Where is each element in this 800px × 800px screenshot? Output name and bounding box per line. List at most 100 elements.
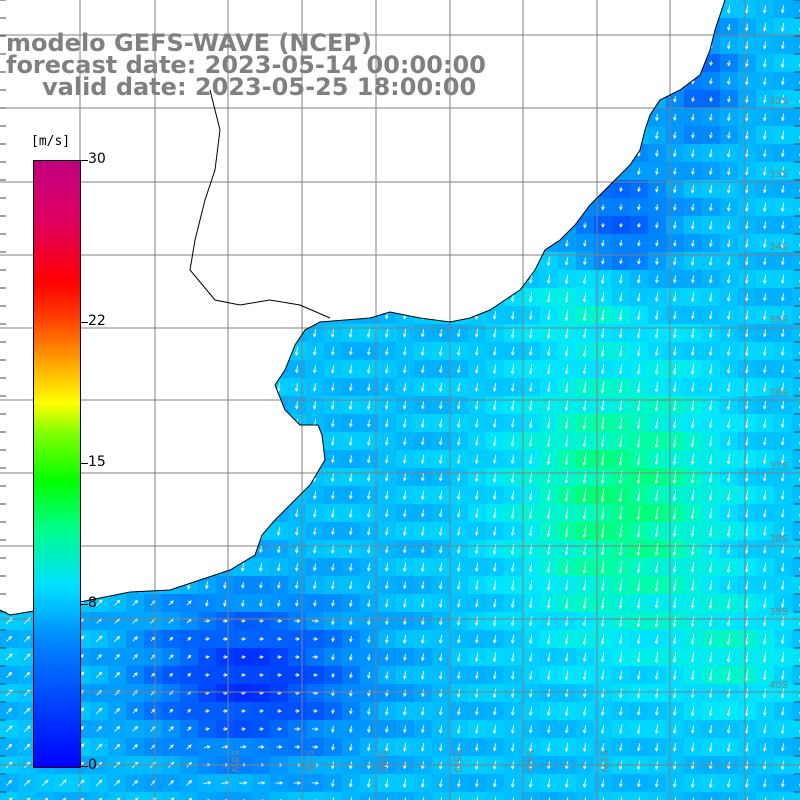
- wind-cell: [234, 198, 253, 217]
- wind-arrow: [25, 347, 29, 356]
- wind-arrow: [709, 96, 713, 103]
- wind-arrow: [294, 5, 299, 14]
- wind-arrow: [115, 473, 119, 482]
- wind-cell: [198, 144, 217, 163]
- wind-cell: [0, 576, 19, 595]
- wind-arrow: [619, 240, 623, 247]
- wind-arrow: [222, 455, 227, 464]
- wind-arrow: [510, 220, 515, 230]
- wind-arrow: [727, 96, 731, 103]
- wind-cell: [486, 162, 505, 181]
- wind-arrow: [600, 615, 605, 627]
- wind-arrow: [240, 148, 245, 159]
- wind-cell: [0, 414, 19, 433]
- wind-cell: [198, 468, 217, 487]
- wind-arrow: [258, 257, 263, 266]
- wind-arrow: [582, 292, 587, 303]
- wind-arrow: [114, 130, 119, 140]
- wind-arrow: [708, 742, 713, 753]
- wind-cell: [576, 198, 595, 217]
- wind-arrow: [672, 778, 677, 788]
- wind-arrow: [169, 563, 173, 572]
- wind-arrow: [528, 652, 533, 663]
- wind-arrow: [348, 581, 353, 590]
- wind-arrow: [582, 452, 587, 467]
- wind-arrow: [384, 778, 389, 789]
- wind-arrow: [331, 779, 335, 788]
- wind-cell: [126, 468, 145, 487]
- wind-arrow: [708, 489, 713, 502]
- wind-cell: [468, 234, 487, 253]
- wind-arrow: [708, 525, 713, 538]
- wind-arrow: [402, 347, 407, 356]
- wind-cell: [108, 216, 127, 235]
- wind-arrow: [186, 148, 191, 158]
- wind-arrow: [565, 239, 569, 248]
- wind-arrow: [367, 347, 371, 356]
- wind-arrow: [492, 292, 497, 303]
- wind-arrow: [132, 636, 138, 642]
- wind-cell: [252, 396, 271, 415]
- wind-arrow: [709, 239, 713, 248]
- wind-arrow: [618, 452, 623, 467]
- wind-arrow: [564, 453, 569, 466]
- wind-arrow: [132, 509, 137, 518]
- wind-arrow: [600, 345, 605, 358]
- wind-arrow: [222, 527, 227, 536]
- wind-arrow: [636, 310, 641, 321]
- wind-arrow: [330, 328, 335, 338]
- wind-arrow: [600, 488, 605, 503]
- wind-arrow: [547, 239, 551, 248]
- wind-arrow: [312, 709, 318, 713]
- wind-arrow: [24, 113, 29, 122]
- wind-arrow: [311, 619, 320, 623]
- wind-arrow: [708, 328, 713, 339]
- wind-arrow: [7, 455, 11, 464]
- wind-arrow: [726, 400, 731, 411]
- wind-cell: [306, 216, 325, 235]
- wind-cell: [324, 234, 343, 253]
- wind-arrow: [169, 455, 173, 464]
- wind-arrow: [546, 634, 551, 645]
- wind-cell: [576, 36, 595, 55]
- wind-cell: [450, 108, 469, 127]
- wind-cell: [540, 108, 559, 127]
- wind-cell: [162, 432, 181, 451]
- wind-arrow: [528, 454, 533, 465]
- wind-arrow: [510, 471, 515, 484]
- wind-arrow: [240, 401, 245, 410]
- wind-arrow: [258, 745, 265, 749]
- wind-arrow: [276, 637, 283, 641]
- wind-arrow: [601, 222, 605, 228]
- wind-cell: [162, 396, 181, 415]
- wind-cell: [180, 144, 199, 163]
- wind-arrow: [780, 418, 785, 429]
- wind-cell: [576, 162, 595, 181]
- wind-cell: [486, 0, 505, 19]
- wind-arrow: [420, 131, 425, 140]
- wind-arrow: [456, 454, 461, 465]
- wind-arrow: [564, 670, 569, 681]
- wind-cell: [774, 792, 793, 800]
- wind-cell: [126, 450, 145, 469]
- wind-arrow: [349, 563, 353, 572]
- wind-arrow: [240, 275, 245, 284]
- wind-arrow: [708, 616, 713, 627]
- wind-arrow: [114, 149, 119, 158]
- wind-arrow: [151, 563, 155, 572]
- wind-arrow: [115, 185, 119, 194]
- wind-cell: [396, 792, 415, 800]
- wind-cell: [378, 0, 397, 19]
- wind-arrow: [546, 364, 551, 375]
- wind-arrow: [95, 779, 103, 787]
- wind-arrow: [672, 346, 677, 357]
- wind-arrow: [97, 509, 101, 518]
- wind-arrow: [619, 222, 623, 228]
- wind-cell: [306, 234, 325, 253]
- wind-arrow: [655, 186, 659, 193]
- wind-arrow: [150, 472, 155, 482]
- wind-arrow: [655, 77, 659, 86]
- wind-arrow: [24, 220, 29, 230]
- wind-arrow: [744, 274, 749, 285]
- wind-arrow: [385, 167, 389, 176]
